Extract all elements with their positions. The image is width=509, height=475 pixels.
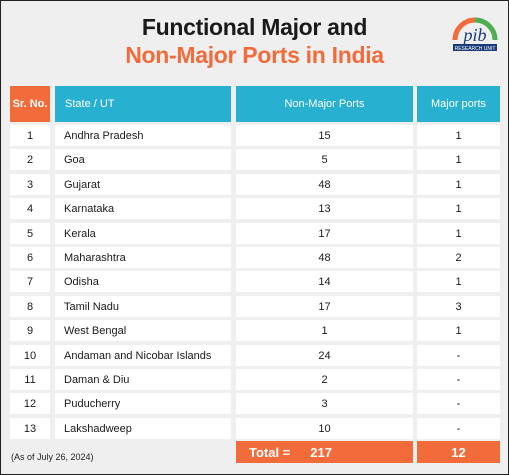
cell-major: 2: [417, 247, 500, 268]
cell-major: -: [417, 369, 500, 390]
cell-non-major: 1: [236, 320, 413, 341]
cell-state: West Bengal: [55, 320, 231, 341]
title-line-2: Non-Major Ports in India: [125, 42, 384, 68]
logo-text: pib: [461, 25, 486, 45]
cell-non-major: 2: [236, 369, 413, 390]
total-non-major-value: 217: [310, 444, 332, 460]
cell-non-major: 13: [236, 198, 413, 219]
cell-major: 3: [417, 296, 500, 317]
cell-non-major: 14: [236, 271, 413, 292]
logo-subtext: RESEARCH UNIT: [455, 46, 496, 52]
cell-non-major: 5: [236, 149, 413, 170]
cell-non-major: 48: [236, 174, 413, 195]
total-non-major: Total = 217: [236, 441, 413, 463]
header-non-major: Non-Major Ports: [236, 86, 413, 122]
cell-major: -: [417, 418, 500, 439]
cell-sr: 5: [10, 223, 50, 244]
cell-sr: 8: [10, 296, 50, 317]
pib-logo: pib RESEARCH UNIT: [452, 17, 498, 52]
cell-non-major: 48: [236, 247, 413, 268]
cell-state: Odisha: [55, 271, 231, 292]
cell-state: Daman & Diu: [55, 369, 231, 390]
cell-sr: 6: [10, 247, 50, 268]
cell-state: Lakshadweep: [55, 418, 231, 439]
header-state: State / UT: [55, 86, 231, 122]
cell-major: 1: [417, 271, 500, 292]
cell-sr: 1: [10, 125, 50, 146]
cell-non-major: 17: [236, 223, 413, 244]
cell-non-major: 10: [236, 418, 413, 439]
cell-sr: 3: [10, 174, 50, 195]
cell-major: 1: [417, 125, 500, 146]
cell-non-major: 15: [236, 125, 413, 146]
cell-state: Puducherry: [55, 393, 231, 414]
cell-non-major: 24: [236, 345, 413, 366]
cell-non-major: 3: [236, 393, 413, 414]
cell-sr: 13: [10, 418, 50, 439]
total-major: 12: [417, 441, 500, 463]
cell-state: Goa: [55, 149, 231, 170]
cell-sr: 11: [10, 369, 50, 390]
date-note: (As of July 26, 2024): [11, 452, 94, 462]
cell-non-major: 17: [236, 296, 413, 317]
cell-major: 1: [417, 198, 500, 219]
cell-state: Karnataka: [55, 198, 231, 219]
header-major: Major ports: [417, 86, 500, 122]
cell-major: 1: [417, 223, 500, 244]
header-sr-no: Sr. No.: [10, 86, 50, 122]
title-line-1: Functional Major and: [141, 14, 368, 40]
cell-major: 1: [417, 174, 500, 195]
cell-major: -: [417, 345, 500, 366]
cell-state: Maharashtra: [55, 247, 231, 268]
cell-state: Kerala: [55, 223, 231, 244]
cell-sr: 12: [10, 393, 50, 414]
cell-major: -: [417, 393, 500, 414]
cell-state: Andaman and Nicobar Islands: [55, 345, 231, 366]
cell-major: 1: [417, 149, 500, 170]
cell-state: Gujarat: [55, 174, 231, 195]
cell-state: Tamil Nadu: [55, 296, 231, 317]
cell-major: 1: [417, 320, 500, 341]
cell-sr: 10: [10, 345, 50, 366]
cell-sr: 4: [10, 198, 50, 219]
total-label: Total =: [249, 444, 291, 460]
cell-sr: 7: [10, 271, 50, 292]
cell-sr: 9: [10, 320, 50, 341]
cell-sr: 2: [10, 149, 50, 170]
cell-state: Andhra Pradesh: [55, 125, 231, 146]
